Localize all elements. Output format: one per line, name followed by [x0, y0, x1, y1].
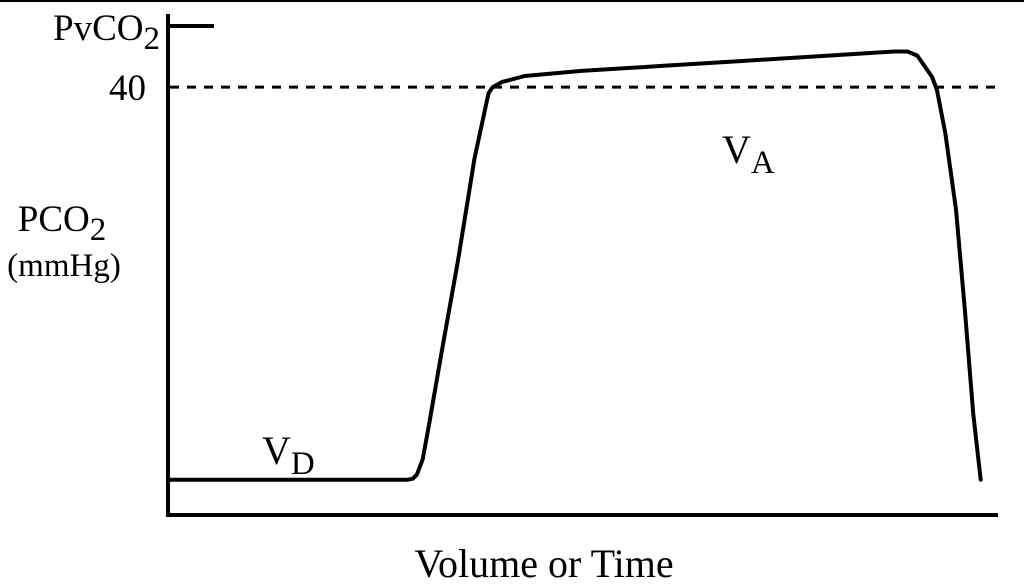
pco2-curve: [168, 49, 983, 482]
alveolar-label: VA: [722, 127, 775, 181]
x-axis-label: Volume or Time: [414, 541, 673, 586]
y-axis-unit: (mmHg): [7, 248, 121, 284]
y-axis-label: PCO2: [18, 199, 106, 248]
dead-space-label: VD: [262, 428, 315, 482]
y-tick-label-40: 40: [109, 68, 146, 109]
pvco2-label: PvCO2: [53, 8, 160, 57]
